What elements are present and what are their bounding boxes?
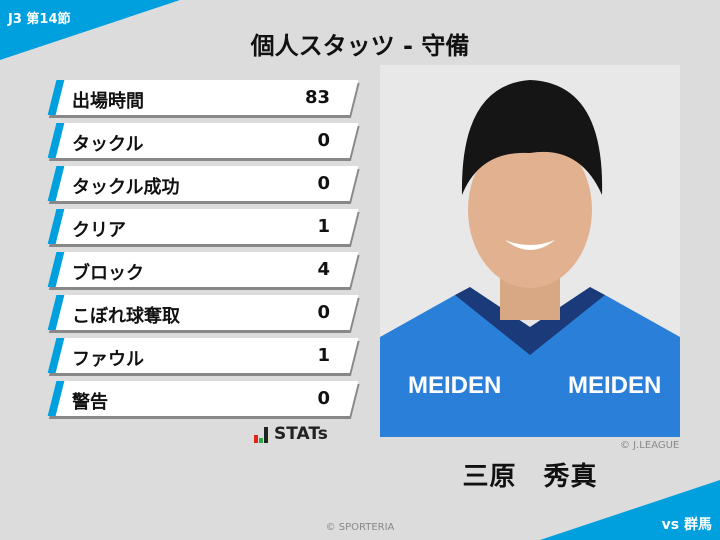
stat-value: 4 [317,259,330,280]
stat-row: ファウル 1 [47,338,359,373]
stat-row: ブロック 4 [47,252,359,287]
stat-value: 0 [317,302,330,323]
svg-text:MEIDEN: MEIDEN [568,372,661,399]
stat-label: 出場時間 [72,91,144,112]
copyright: © SPORTERIA [325,522,395,533]
stat-row: 出場時間 83 [47,80,359,115]
stats-logo-text: STATs [274,424,328,444]
stats-list: 出場時間 83 タックル 0 タックル成功 0 クリア 1 ブロック 4 こぼれ球奪取 0 ファウル 1 警… [47,80,359,424]
stats-logo: STATs [254,425,328,443]
stat-value: 1 [317,216,330,237]
bar-chart-icon [254,427,268,443]
stat-label: こぼれ球奪取 [72,306,180,327]
stat-label: ファウル [72,349,144,370]
page-title: 個人スタッツ - 守備 [250,32,470,60]
stat-row: 警告 0 [47,381,359,416]
svg-text:MEIDEN: MEIDEN [408,372,501,399]
stat-label: タックル成功 [72,177,180,198]
player-photo: MEIDEN MEIDEN [380,65,680,437]
stat-label: 警告 [72,392,108,413]
corner-banner-bottom [540,480,720,540]
stat-value: 83 [304,87,330,108]
stat-row: タックル成功 0 [47,166,359,201]
stat-value: 0 [317,173,330,194]
opponent-label: vs 群馬 [661,517,712,533]
stat-row: こぼれ球奪取 0 [47,295,359,330]
corner-banner-top [0,0,180,60]
stat-value: 0 [317,388,330,409]
stat-row: クリア 1 [47,209,359,244]
stat-label: クリア [72,220,126,241]
stat-label: タックル [72,134,144,155]
stat-value: 1 [317,345,330,366]
stat-label: ブロック [72,263,144,284]
round-label: J3 第14節 [8,12,71,27]
photo-credit: © J.LEAGUE [620,440,680,451]
stat-value: 0 [317,130,330,151]
stat-row: タックル 0 [47,123,359,158]
